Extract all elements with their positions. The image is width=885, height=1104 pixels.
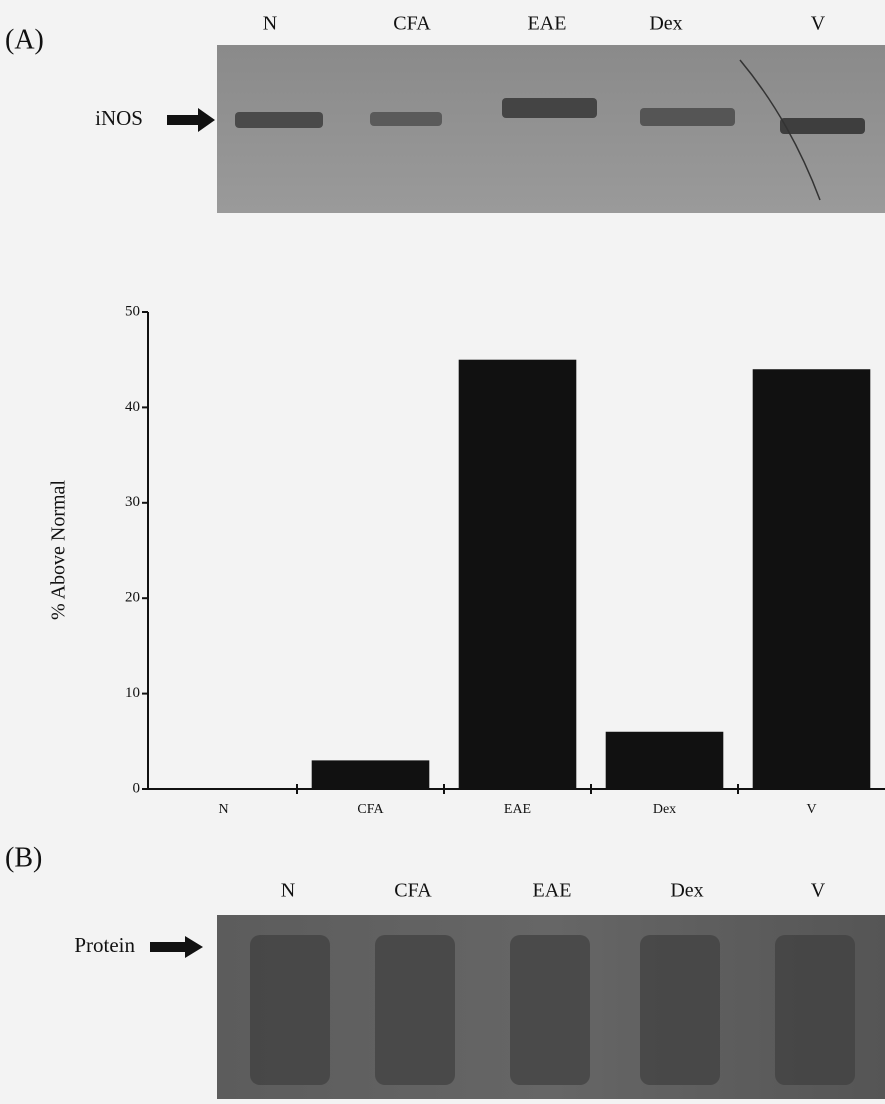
- lane-label: N: [263, 13, 277, 35]
- lane-label: CFA: [394, 880, 432, 902]
- y-tick-label: 50: [125, 303, 140, 319]
- y-tick-label: 0: [133, 780, 141, 796]
- panel-label: (B): [5, 842, 42, 873]
- bar: [311, 760, 430, 789]
- gel-bands: [235, 98, 865, 134]
- gel-artifact: [739, 59, 821, 201]
- band-label: Protein: [74, 933, 135, 957]
- y-tick-label: 10: [125, 685, 140, 701]
- lane-label: EAE: [533, 880, 572, 902]
- y-tick-label: 30: [125, 494, 140, 510]
- x-tick-label: EAE: [504, 802, 531, 817]
- band-label: iNOS: [95, 106, 143, 130]
- bar: [458, 359, 577, 789]
- lane-label: V: [811, 13, 826, 35]
- x-tick-label: Dex: [653, 802, 676, 817]
- y-axis-title: % Above Normal: [48, 480, 70, 620]
- lane-label: Dex: [670, 880, 703, 902]
- panel-label: (A): [5, 24, 44, 55]
- arrow: [167, 108, 215, 132]
- lane-label: EAE: [528, 13, 567, 35]
- bar: [752, 369, 871, 789]
- lane-label: V: [811, 880, 826, 902]
- gel-image: [217, 45, 885, 213]
- y-tick-label: 20: [125, 590, 140, 606]
- x-tick-label: CFA: [357, 802, 384, 817]
- y-tick-label: 40: [125, 399, 140, 415]
- arrow: [150, 936, 203, 958]
- gel-bands: [250, 935, 855, 1085]
- x-tick-label: N: [218, 802, 228, 817]
- bar: [605, 731, 724, 789]
- x-tick-label: V: [806, 802, 816, 817]
- lane-label: N: [281, 880, 295, 902]
- lane-label: CFA: [393, 13, 431, 35]
- lane-label: Dex: [649, 13, 682, 35]
